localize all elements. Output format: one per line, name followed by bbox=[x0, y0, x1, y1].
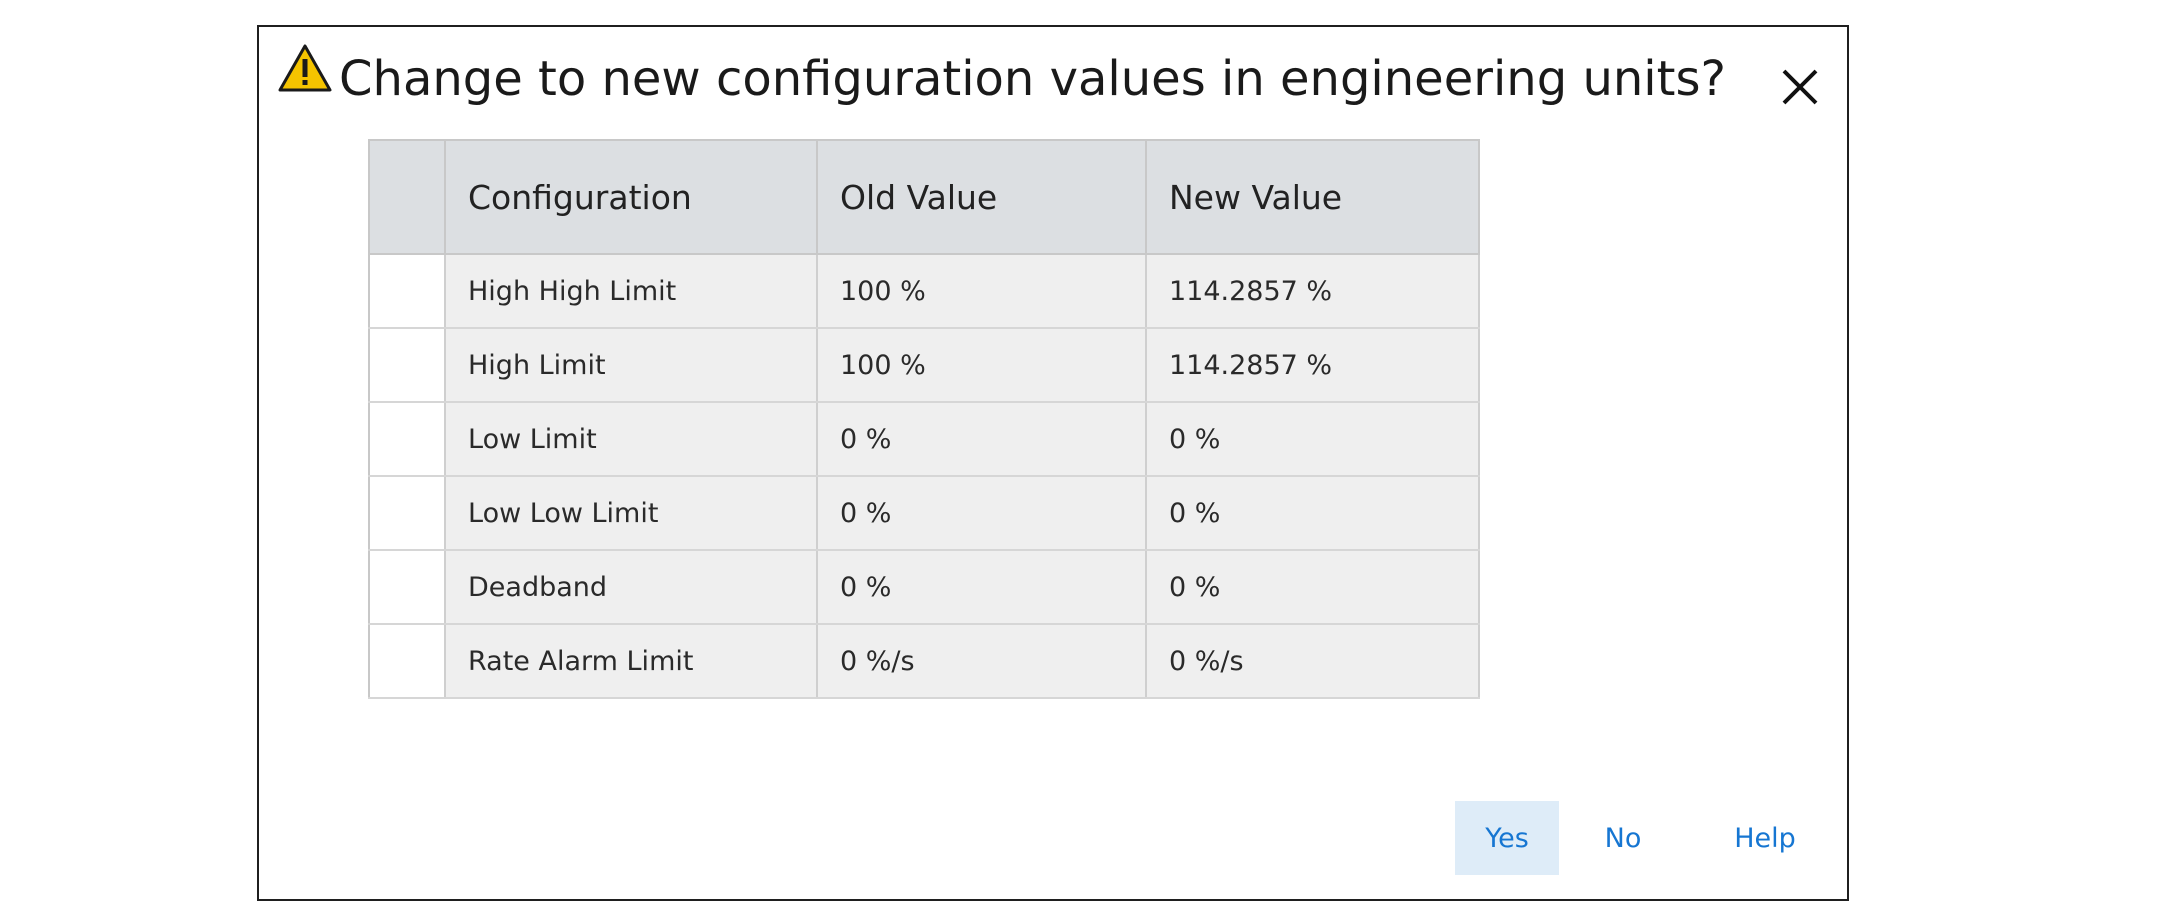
new-value-cell: 114.2857 % bbox=[1146, 328, 1480, 403]
column-header-new-value[interactable]: New Value bbox=[1146, 140, 1480, 255]
dialog-title: Change to new configuration values in en… bbox=[339, 51, 1726, 107]
new-value-cell: 0 %/s bbox=[1146, 624, 1480, 699]
confirmation-dialog: Change to new configuration values in en… bbox=[257, 25, 1849, 901]
configuration-cell: Low Low Limit bbox=[445, 476, 818, 551]
row-selector[interactable] bbox=[369, 254, 446, 329]
new-value-cell: 114.2857 % bbox=[1146, 254, 1480, 329]
old-value-cell: 0 % bbox=[817, 476, 1147, 551]
row-selector[interactable] bbox=[369, 328, 446, 403]
old-value-cell: 100 % bbox=[817, 254, 1147, 329]
row-selector[interactable] bbox=[369, 624, 446, 699]
table-row[interactable]: Low Low Limit 0 % 0 % bbox=[369, 476, 1480, 551]
row-selector[interactable] bbox=[369, 402, 446, 477]
configuration-cell: Low Limit bbox=[445, 402, 818, 477]
old-value-cell: 0 %/s bbox=[817, 624, 1147, 699]
yes-button[interactable]: Yes bbox=[1455, 801, 1559, 875]
configuration-cell: Rate Alarm Limit bbox=[445, 624, 818, 699]
configuration-cell: High Limit bbox=[445, 328, 818, 403]
close-icon[interactable] bbox=[1778, 65, 1822, 109]
table-row[interactable]: High High Limit 100 % 114.2857 % bbox=[369, 254, 1480, 329]
old-value-cell: 0 % bbox=[817, 402, 1147, 477]
configuration-table: Configuration Old Value New Value High H… bbox=[368, 139, 1480, 699]
table-header-row: Configuration Old Value New Value bbox=[369, 140, 1480, 255]
help-button[interactable]: Help bbox=[1722, 801, 1808, 875]
table-row[interactable]: High Limit 100 % 114.2857 % bbox=[369, 328, 1480, 403]
column-header-old-value[interactable]: Old Value bbox=[817, 140, 1147, 255]
row-selector[interactable] bbox=[369, 476, 446, 551]
configuration-cell: Deadband bbox=[445, 550, 818, 625]
row-selector-header[interactable] bbox=[369, 140, 446, 255]
table-row[interactable]: Low Limit 0 % 0 % bbox=[369, 402, 1480, 477]
old-value-cell: 0 % bbox=[817, 550, 1147, 625]
row-selector[interactable] bbox=[369, 550, 446, 625]
new-value-cell: 0 % bbox=[1146, 402, 1480, 477]
old-value-cell: 100 % bbox=[817, 328, 1147, 403]
new-value-cell: 0 % bbox=[1146, 476, 1480, 551]
new-value-cell: 0 % bbox=[1146, 550, 1480, 625]
configuration-cell: High High Limit bbox=[445, 254, 818, 329]
column-header-configuration[interactable]: Configuration bbox=[445, 140, 818, 255]
table-row[interactable]: Deadband 0 % 0 % bbox=[369, 550, 1480, 625]
no-button[interactable]: No bbox=[1588, 801, 1658, 875]
table-row[interactable]: Rate Alarm Limit 0 %/s 0 %/s bbox=[369, 624, 1480, 699]
warning-triangle-icon bbox=[278, 44, 332, 92]
